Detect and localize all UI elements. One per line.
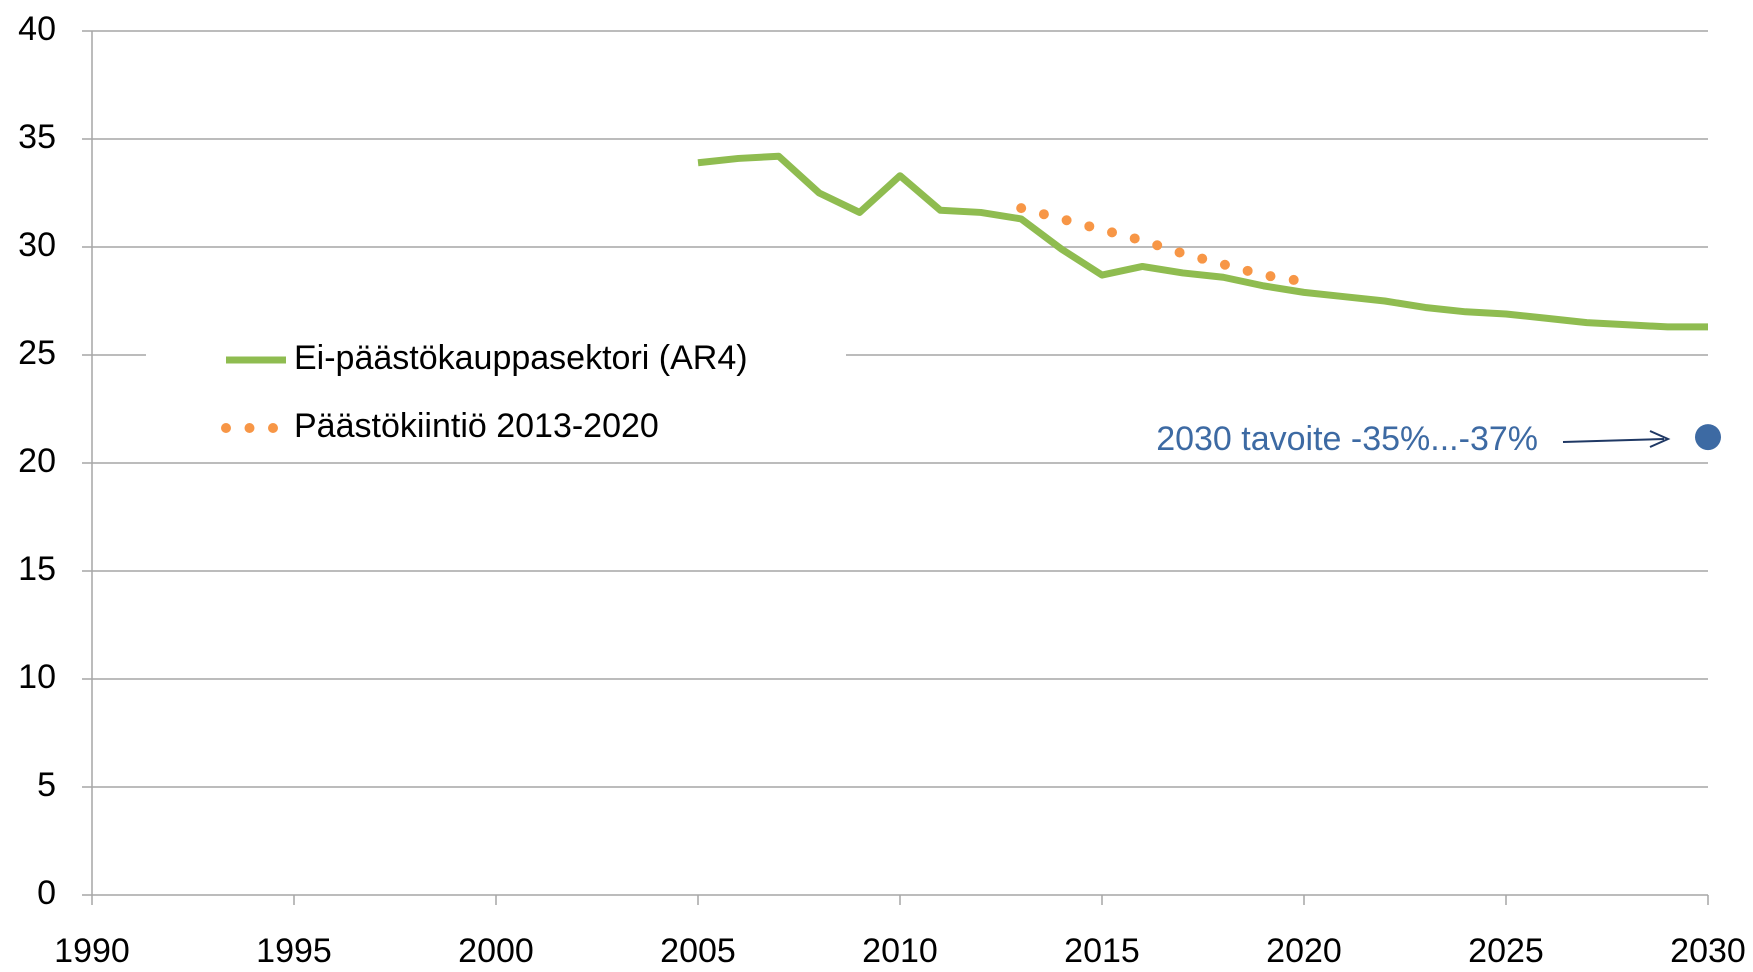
y-tick-label: 20 [18, 442, 56, 480]
y-tick-label: 5 [37, 766, 56, 804]
series-line [1016, 203, 1309, 287]
target-point [1695, 424, 1721, 451]
y-tick-label: 40 [18, 10, 56, 48]
series-line [697, 152, 1708, 331]
legend-label: Päästökiintiö 2013-2020 [294, 407, 659, 445]
y-tick-label: 0 [37, 874, 56, 912]
y-tick-label: 25 [18, 334, 56, 372]
x-tick-label: 2005 [660, 932, 736, 970]
x-tick-label: 1995 [256, 932, 332, 970]
x-tick-label: 1990 [54, 932, 130, 970]
legend-label: Ei-päästökauppasektori (AR4) [294, 339, 748, 377]
legend-box [146, 318, 846, 454]
x-tick-label: 2010 [862, 932, 938, 970]
x-tick-label: 2020 [1266, 932, 1342, 970]
x-tick-label: 2025 [1468, 932, 1544, 970]
x-tick-label: 2000 [458, 932, 534, 970]
y-tick-label: 30 [18, 226, 56, 264]
y-tick-label: 15 [18, 550, 56, 588]
x-tick-label: 2015 [1064, 932, 1140, 970]
x-tick-label: 2030 [1670, 932, 1746, 970]
y-tick-label: 10 [18, 658, 56, 696]
arrow-head [1649, 430, 1671, 448]
annotation: 2030 tavoite -35%...-37% [1156, 420, 1538, 458]
annotation-arrow [1562, 438, 1665, 443]
y-tick-label: 35 [18, 118, 56, 156]
